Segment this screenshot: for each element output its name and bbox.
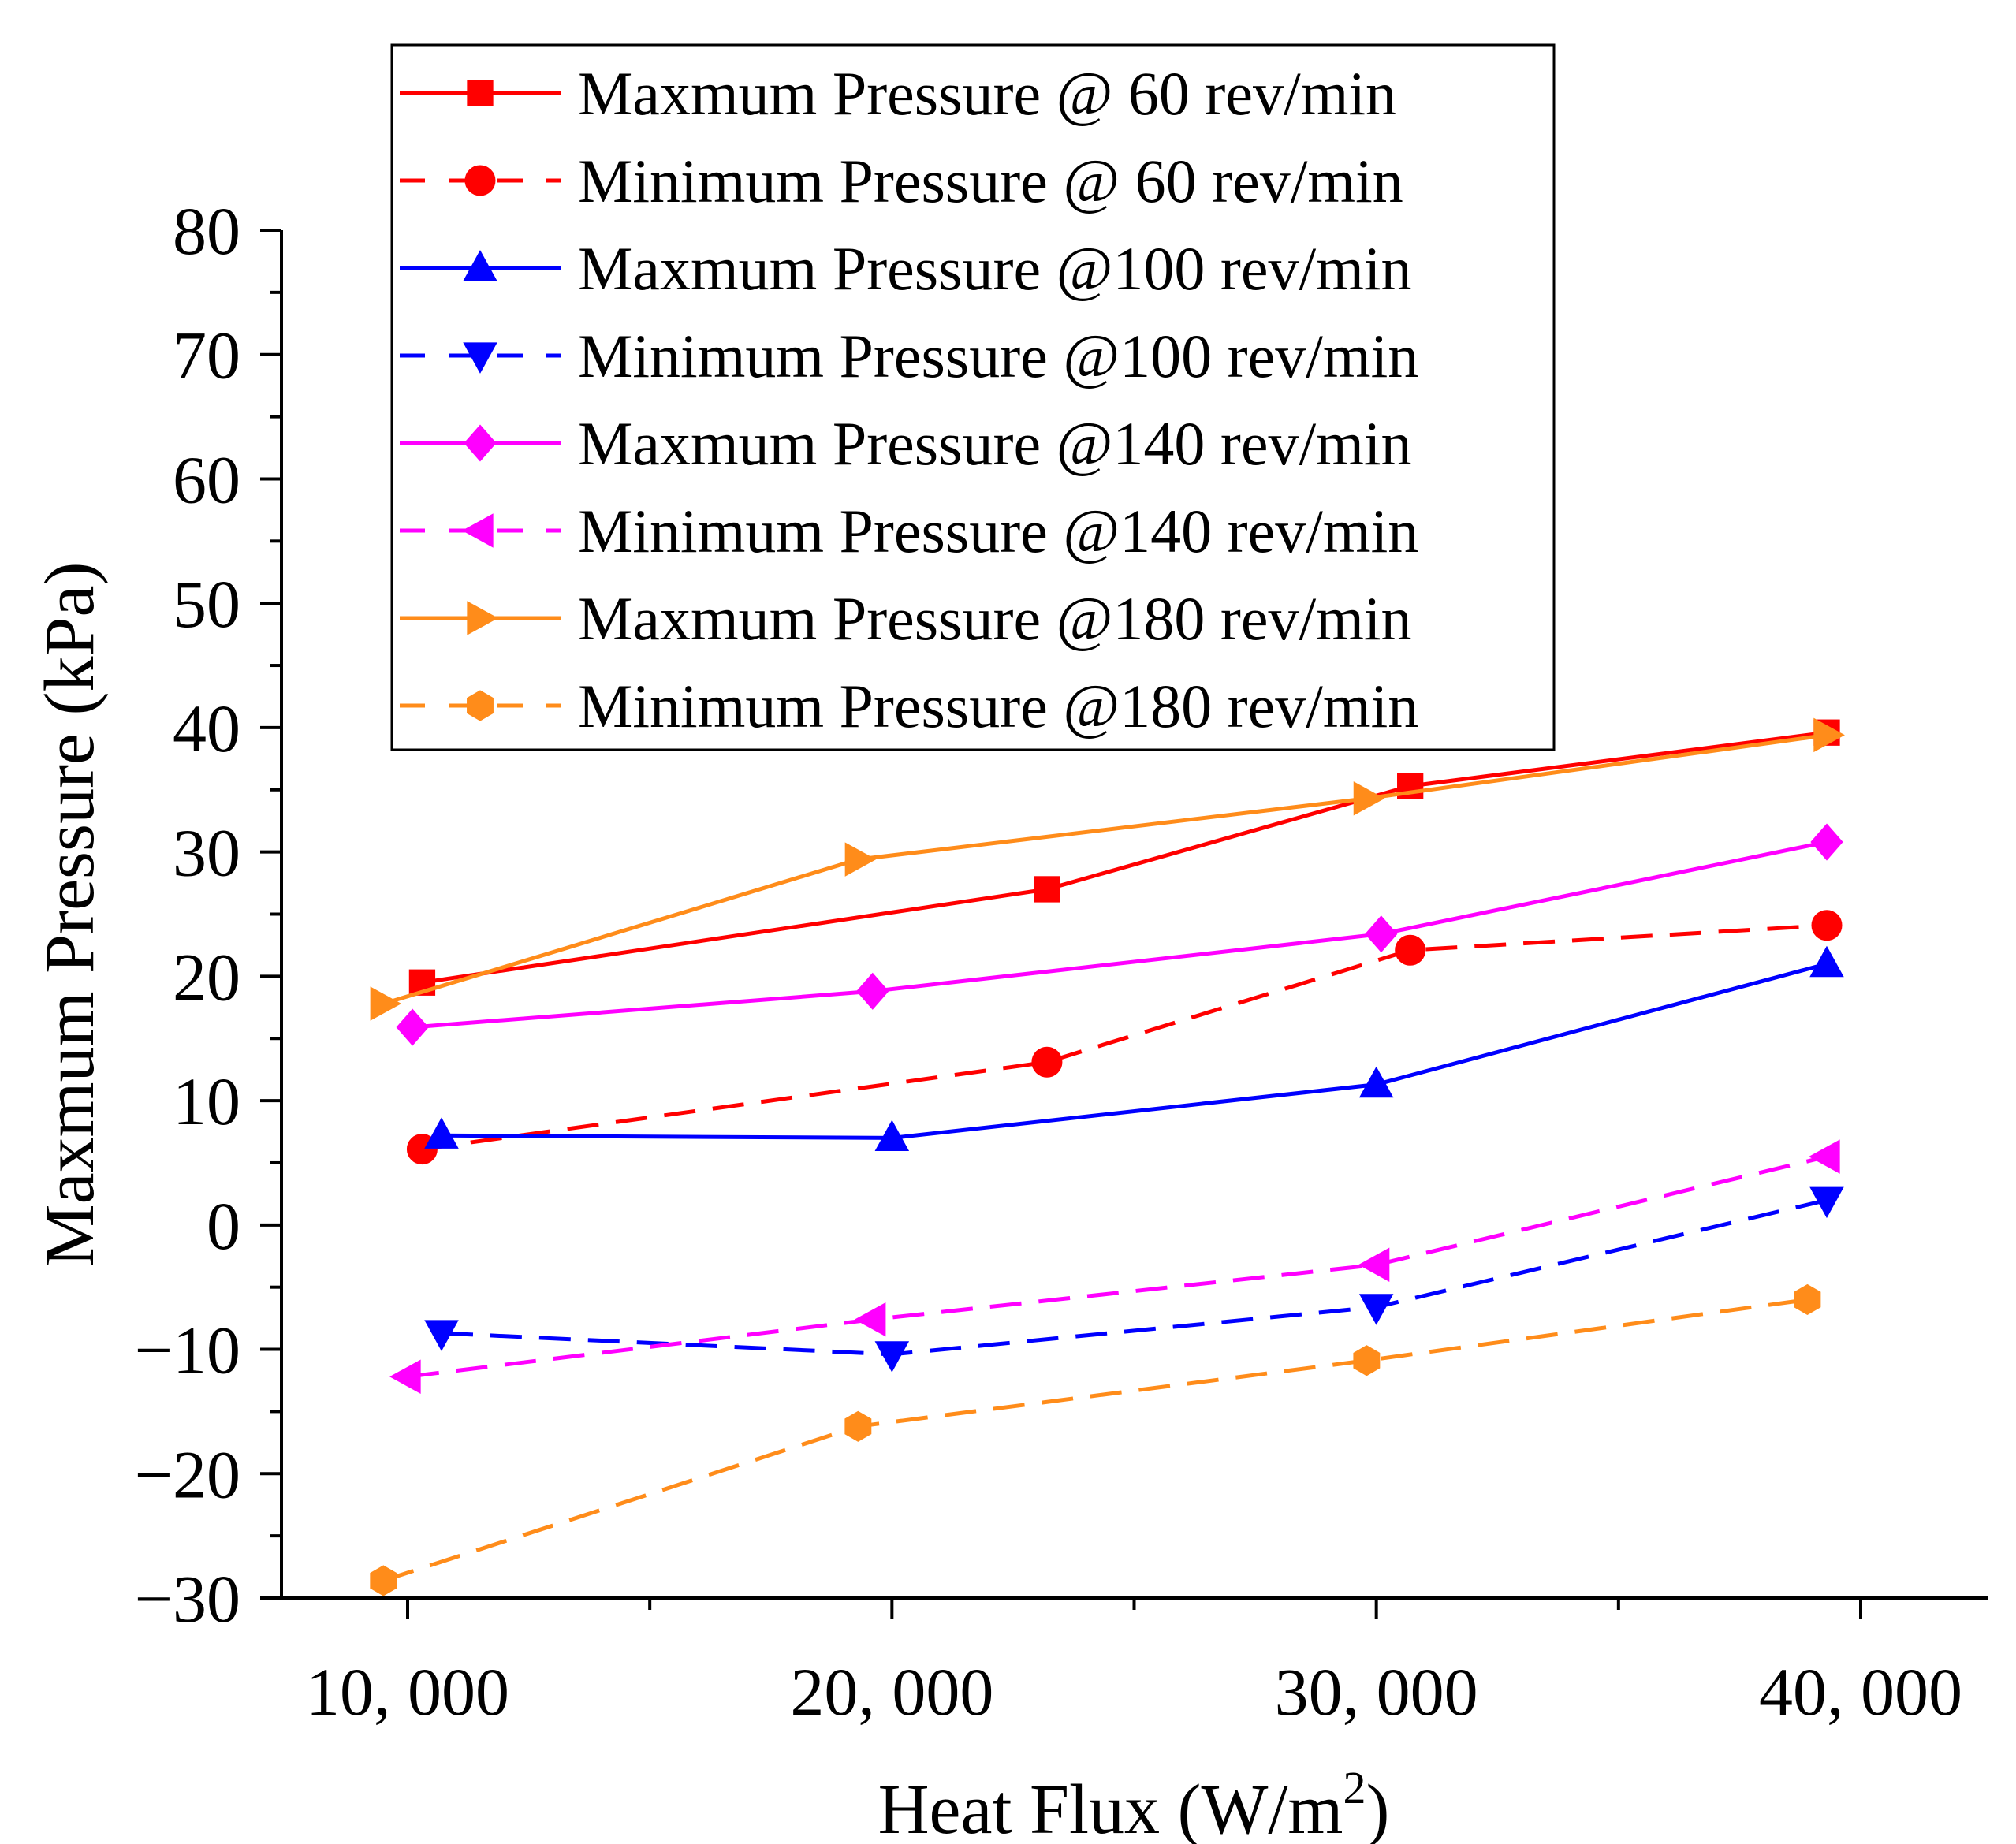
legend-item: Minimum Pressure @180 rev/min — [400, 672, 1418, 740]
legend-label: Minimum Pressure @ 60 rev/min — [578, 147, 1403, 215]
legend-label: Minimum Pressure @180 rev/min — [578, 672, 1418, 740]
y-tick-label: 0 — [207, 1188, 240, 1264]
x-axis-title-superscript: 2 — [1343, 1762, 1366, 1813]
x-tick-label: 10, 000 — [306, 1654, 509, 1730]
data-point — [1353, 781, 1385, 816]
legend-label: Maxmum Pressure @ 60 rev/min — [578, 59, 1396, 128]
legend-item: Minimum Pressure @100 rev/min — [400, 322, 1418, 390]
series-3 — [424, 945, 1844, 1152]
series-7 — [370, 717, 1845, 1021]
series-line — [382, 732, 1828, 1006]
legend-marker — [464, 165, 496, 196]
y-tick-label: 20 — [173, 939, 240, 1015]
legend-label: Minimum Pressure @140 rev/min — [578, 497, 1418, 565]
data-point — [856, 972, 889, 1010]
legend-marker — [467, 601, 498, 635]
legend-marker — [463, 342, 497, 374]
legend-item: Maxmum Pressure @100 rev/min — [400, 234, 1412, 303]
data-point — [854, 1302, 886, 1337]
data-point — [844, 842, 877, 877]
data-point — [1811, 910, 1843, 941]
legend-label: Maxmum Pressure @180 rev/min — [578, 584, 1412, 653]
y-tick-label: 10 — [173, 1064, 240, 1139]
data-point — [1358, 1294, 1394, 1325]
x-axis-title: Heat Flux (W/m2) — [878, 1762, 1390, 1844]
data-point — [1358, 1247, 1390, 1283]
series-2 — [406, 910, 1843, 1165]
data-point — [370, 986, 402, 1021]
series-line — [412, 840, 1828, 1030]
data-point — [370, 1565, 397, 1596]
series-line — [441, 1198, 1828, 1357]
data-point — [844, 1410, 872, 1442]
x-axis-title-end: ) — [1366, 1771, 1389, 1844]
data-point — [389, 1359, 421, 1394]
x-tick-label: 40, 000 — [1759, 1654, 1962, 1730]
series-8 — [370, 1283, 1821, 1596]
data-point — [1034, 876, 1060, 903]
legend-label: Minimum Pressure @100 rev/min — [578, 322, 1418, 390]
data-point — [1794, 1283, 1821, 1316]
data-point — [1813, 717, 1845, 753]
legend-marker — [467, 690, 494, 721]
series-6 — [389, 1139, 1840, 1394]
data-point — [1031, 1046, 1063, 1078]
y-tick-label: 70 — [173, 318, 240, 393]
data-point — [874, 1341, 910, 1373]
y-axis-title: Maxmum Pressure (kPa) — [31, 562, 109, 1268]
y-tick-label: 60 — [173, 441, 240, 517]
series-5 — [396, 823, 1843, 1046]
legend-marker — [462, 513, 494, 548]
legend-item: Maxmum Pressure @180 rev/min — [400, 584, 1412, 653]
y-tick-label: −20 — [134, 1436, 240, 1512]
legend-label: Maxmum Pressure @140 rev/min — [578, 409, 1412, 478]
y-tick-label: 80 — [173, 193, 240, 269]
legend-label: Maxmum Pressure @100 rev/min — [578, 234, 1412, 303]
data-point — [1809, 1186, 1844, 1219]
y-tick-label: −10 — [134, 1313, 240, 1388]
series-line — [382, 1298, 1808, 1583]
series-line — [407, 1154, 1828, 1379]
data-point — [1358, 1066, 1394, 1098]
series-4 — [424, 1186, 1844, 1373]
x-tick-label: 20, 000 — [790, 1654, 993, 1730]
data-point — [1353, 1345, 1381, 1376]
data-point — [1395, 934, 1426, 966]
legend-item: Maxmum Pressure @140 rev/min — [400, 409, 1412, 478]
y-tick-label: 30 — [173, 815, 240, 891]
data-point — [1365, 915, 1398, 953]
y-tick-label: 40 — [173, 691, 240, 766]
legend-marker — [464, 424, 497, 462]
legend-marker — [463, 250, 497, 281]
legend-box — [390, 43, 1556, 751]
data-point — [424, 1117, 459, 1149]
data-point — [1809, 1139, 1840, 1174]
x-tick-label: 30, 000 — [1275, 1654, 1478, 1730]
series-line — [441, 962, 1828, 1140]
series-line — [422, 730, 1828, 985]
legend-item: Maxmum Pressure @ 60 rev/min — [400, 59, 1396, 128]
data-point — [874, 1119, 910, 1152]
legend-item: Minimum Pressure @140 rev/min — [400, 497, 1418, 565]
legend-marker — [467, 80, 494, 106]
data-point — [424, 1320, 459, 1351]
y-tick-label: −30 — [134, 1561, 240, 1637]
data-point — [1809, 945, 1844, 978]
y-tick-label: 50 — [173, 566, 240, 642]
series-line — [422, 923, 1828, 1152]
data-point — [1397, 773, 1424, 799]
legend-item: Minimum Pressure @ 60 rev/min — [400, 147, 1403, 215]
data-point — [1810, 823, 1843, 861]
x-axis-title-main: Heat Flux (W/m — [878, 1771, 1343, 1844]
data-point — [396, 1008, 429, 1046]
